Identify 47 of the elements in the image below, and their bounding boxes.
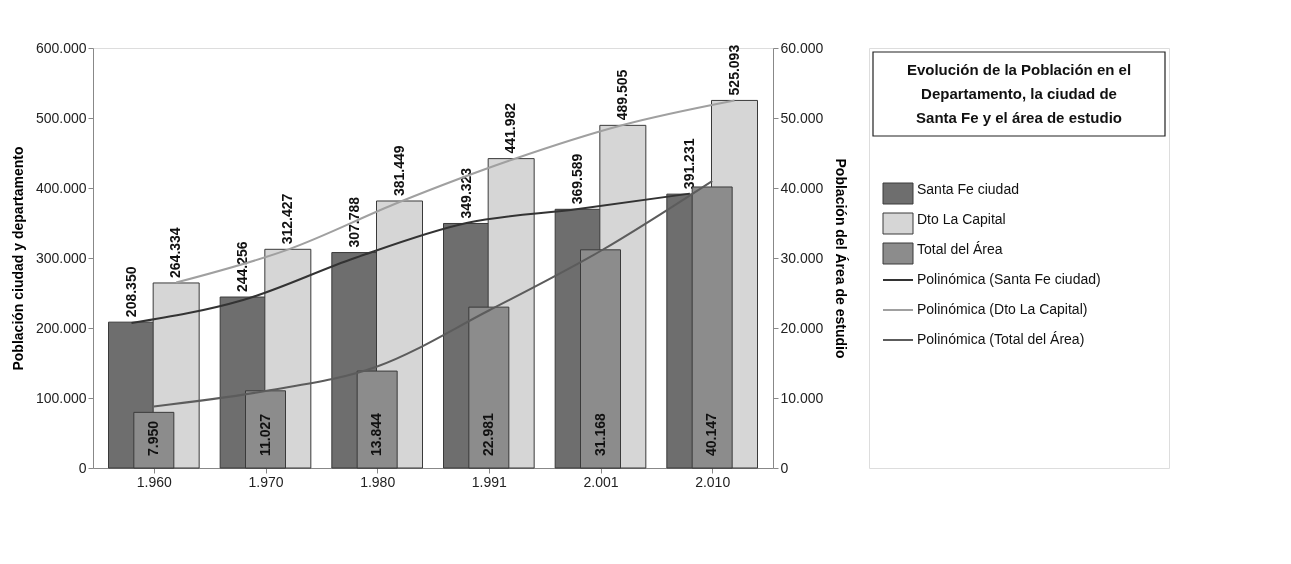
y-tick-label: 600.000 — [35, 39, 87, 56]
data-label: 307.788 — [345, 196, 362, 248]
data-label: 208.350 — [122, 266, 139, 318]
x-tick-label: 1.970 — [248, 473, 284, 490]
data-label: 40.147 — [703, 412, 720, 456]
data-label: 489.505 — [613, 69, 630, 121]
y2-tick-label: 0 — [780, 459, 789, 476]
data-label: 244.256 — [234, 241, 251, 293]
legend-label: Polinómica (Santa Fe ciudad) — [917, 271, 1101, 287]
y-tick-label: 300.000 — [35, 249, 87, 266]
data-label: 22.981 — [479, 412, 496, 456]
data-label: 312.427 — [278, 193, 295, 245]
y2-tick-label: 10.000 — [780, 389, 824, 406]
data-label: 381.449 — [390, 145, 407, 196]
y-tick-label: 200.000 — [35, 319, 87, 336]
legend-label: Polinómica (Total del Área) — [917, 331, 1085, 347]
data-label: 264.334 — [167, 227, 184, 278]
data-label: 349.323 — [457, 167, 474, 219]
text: Evolución de la Población en el Departamento, la ciudad de Santa Fe y el área de estudio — [906, 61, 1132, 126]
y2-tick-label: 60.000 — [780, 39, 824, 56]
data-label: 369.589 — [569, 153, 586, 205]
legend-label: Dto La Capital — [917, 211, 1006, 227]
y2-tick-label: 40.000 — [780, 179, 824, 196]
y-tick-label: 100.000 — [35, 389, 87, 406]
legend-label: Santa Fe ciudad — [917, 181, 1019, 197]
y2-axis-title: Población del Área de estudio — [833, 158, 850, 359]
data-label: 11.027 — [256, 413, 273, 456]
legend-label: Polinómica (Dto La Capital) — [917, 301, 1088, 317]
legend-label: Total del Área — [917, 241, 1003, 257]
data-label: 13.844 — [368, 412, 385, 456]
y2-tick-label: 30.000 — [780, 249, 824, 266]
x-tick-label: 1.991 — [471, 473, 508, 490]
y2-tick-label: 20.000 — [780, 319, 824, 336]
x-tick-label: 1.980 — [360, 473, 396, 490]
y-tick-label: 500.000 — [35, 109, 87, 126]
y2-tick-label: 50.000 — [780, 109, 824, 126]
x-tick-label: 2.001 — [583, 473, 619, 490]
data-label: 31.168 — [591, 412, 608, 456]
y-axis-title: Población ciudad y departamento — [9, 146, 26, 371]
y-tick-label: 0 — [78, 459, 87, 476]
x-tick-label: 2.010 — [695, 473, 731, 490]
data-label: 441.982 — [502, 102, 519, 154]
data-label: 7.950 — [144, 420, 161, 456]
data-label: 391.231 — [680, 138, 697, 190]
data-label: 525.093 — [725, 44, 742, 96]
x-tick-label: 1.960 — [136, 473, 173, 490]
y-tick-label: 400.000 — [35, 179, 87, 196]
